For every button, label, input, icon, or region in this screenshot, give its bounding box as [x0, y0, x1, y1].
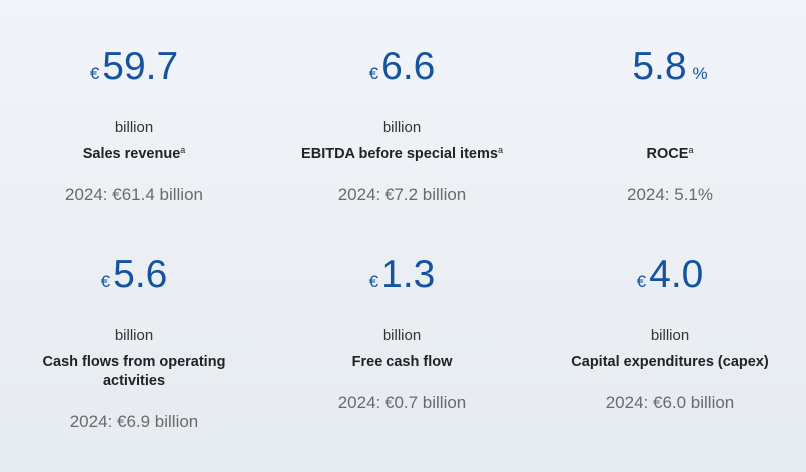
currency: € [368, 272, 379, 291]
kpi-value: 4.0 [649, 253, 704, 296]
footnote-marker: a [180, 145, 186, 155]
prior-year: 2024: €6.0 billion [605, 393, 735, 412]
kpi-label-row: EBITDA before special itemsa [287, 145, 517, 164]
kpi-value: 1.3 [381, 253, 436, 296]
unit: billion [382, 327, 422, 344]
kpi-tile: €4.0 billion Capital expenditures (capex) 2… [536, 208, 804, 414]
currency: € [636, 272, 647, 291]
unit-spacer [536, 118, 804, 138]
currency: € [100, 272, 111, 291]
prior-year: 2024: 5.1% [626, 185, 713, 204]
value-suffix: % [692, 64, 708, 83]
kpi-tile: €1.3 billion Free cash flow 2024: €0.7 bill… [268, 208, 536, 414]
kpi-value: 5.6 [113, 253, 168, 296]
kpi-tile: €59.7 billion Sales revenuea 2024: €61.4 bi… [0, 0, 268, 206]
kpi-label: Cash flows from operating activities [42, 354, 226, 389]
kpi-value-row: €6.6 [268, 42, 536, 92]
kpi-value-row: €4.0 [536, 250, 804, 300]
prior-year: 2024: €0.7 billion [337, 393, 467, 412]
kpi-value-row: €59.7 [0, 42, 268, 92]
prior-year: 2024: €61.4 billion [64, 185, 203, 204]
kpi-label: ROCE [646, 146, 689, 162]
unit: billion [114, 119, 154, 136]
kpi-label-row: ROCEa [555, 145, 785, 164]
kpi-tile: 5.8% ROCEa 2024: 5.1% [536, 0, 804, 206]
kpi-value-row: €1.3 [268, 250, 536, 300]
kpi-label: Sales revenue [82, 146, 181, 162]
kpi-label: Capital expenditures (capex) [571, 354, 769, 370]
kpi-label-row: Sales revenuea [19, 145, 249, 164]
unit: billion [382, 119, 422, 136]
unit: billion [114, 327, 154, 344]
kpi-value: 59.7 [102, 45, 179, 88]
unit: billion [650, 327, 690, 344]
kpi-value-row: €5.6 [0, 250, 268, 300]
kpi-tile: €6.6 billion EBITDA before special itemsa 2… [268, 0, 536, 206]
kpi-value-row: 5.8% [536, 42, 804, 92]
kpi-value: 5.8 [632, 45, 687, 88]
kpi-label-row: Capital expenditures (capex) [555, 353, 785, 372]
kpi-label: Free cash flow [351, 354, 453, 370]
kpi-tile: €5.6 billion Cash flows from operating act… [0, 208, 268, 433]
prior-year: 2024: €7.2 billion [337, 185, 467, 204]
footnote-marker: a [688, 145, 694, 155]
kpi-label-row: Cash flows from operating activities [19, 353, 249, 391]
prior-year: 2024: €6.9 billion [69, 412, 199, 431]
kpi-value: 6.6 [381, 45, 436, 88]
currency: € [368, 64, 379, 83]
footnote-marker: a [497, 145, 503, 155]
currency: € [89, 64, 100, 83]
kpi-label-row: Free cash flow [287, 353, 517, 372]
kpi-label: EBITDA before special items [301, 146, 498, 162]
